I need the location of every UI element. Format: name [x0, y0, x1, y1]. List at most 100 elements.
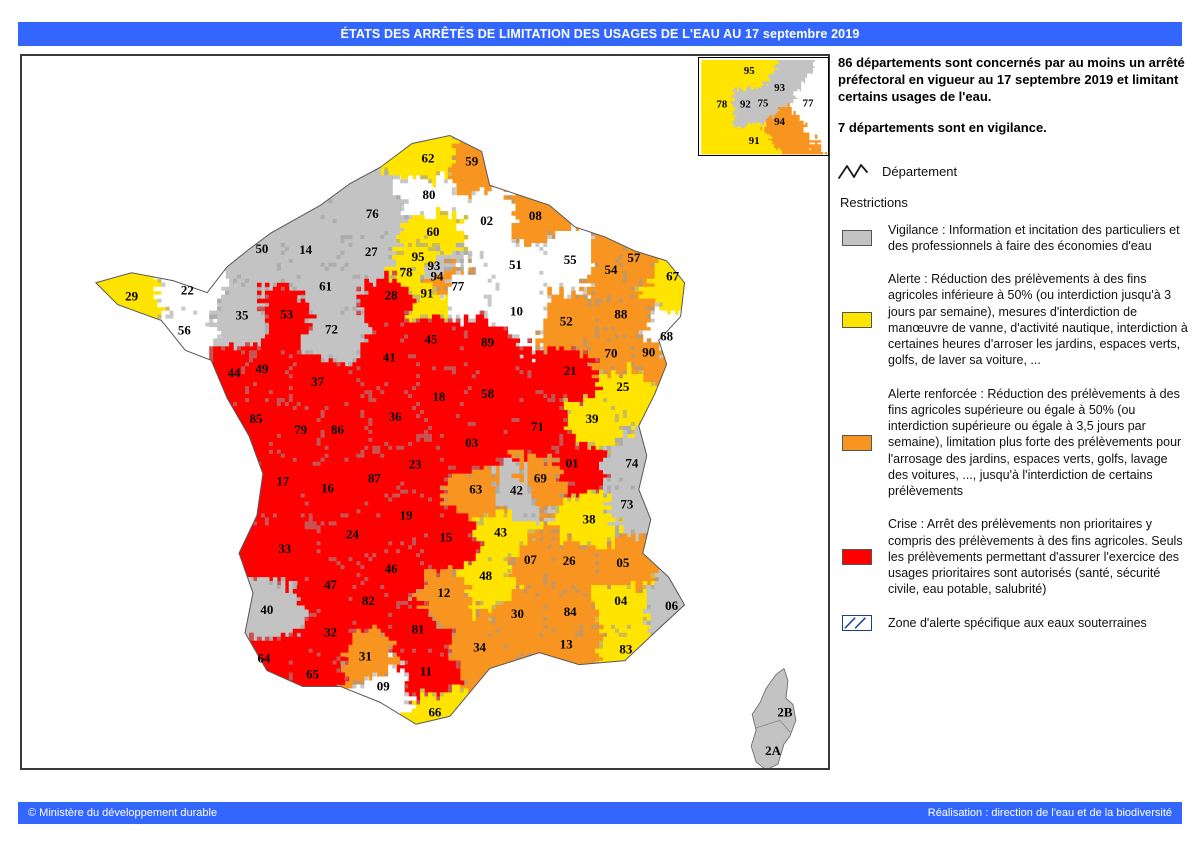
department-label-80: 80 [423, 187, 436, 202]
department-label-52: 52 [560, 313, 573, 328]
department-03[interactable] [435, 413, 513, 479]
department-70[interactable] [583, 330, 640, 379]
department-30[interactable] [475, 589, 548, 662]
department-89[interactable] [455, 310, 532, 379]
department-label-86: 86 [331, 422, 344, 437]
ile-de-france-inset-map[interactable]: 95 93 78 92 75 77 94 91 [699, 58, 828, 155]
department-37[interactable] [288, 350, 365, 415]
department-label-30: 30 [511, 606, 524, 621]
department-91[interactable] [404, 282, 449, 324]
department-10[interactable] [483, 286, 552, 363]
department-78[interactable] [384, 250, 425, 304]
department-67[interactable] [634, 116, 719, 324]
inset-department-93[interactable] [762, 59, 816, 106]
inset-department-label-77: 77 [803, 98, 814, 110]
inset-department-92[interactable] [730, 85, 761, 129]
department-63[interactable] [439, 465, 509, 522]
department-19[interactable] [376, 489, 449, 554]
department-39[interactable] [563, 394, 636, 455]
department-71[interactable] [499, 390, 572, 463]
department-label-85: 85 [249, 411, 262, 426]
intro-paragraph-1: 86 départements sont concernés par au mo… [838, 55, 1185, 105]
inset-department-91[interactable] [711, 122, 783, 155]
department-11[interactable] [396, 644, 465, 705]
inset-department-94[interactable] [760, 103, 828, 155]
department-79[interactable] [268, 402, 326, 467]
inset-department-label-78: 78 [716, 98, 727, 110]
department-label-54: 54 [605, 262, 618, 277]
department-46[interactable] [356, 541, 429, 610]
intro-paragraph-2: 7 départements sont en vigilance. [838, 120, 1047, 136]
department-72[interactable] [300, 306, 373, 367]
corsica-region[interactable] [750, 667, 797, 768]
inset-department-95[interactable] [703, 59, 781, 92]
department-56[interactable] [62, 306, 222, 503]
department-94[interactable] [420, 258, 477, 296]
inset-department-77[interactable] [789, 59, 828, 155]
department-53[interactable] [256, 282, 318, 355]
inset-department-78[interactable] [701, 59, 737, 155]
department-59[interactable] [443, 116, 580, 200]
department-label-12: 12 [437, 585, 450, 600]
department-label-46: 46 [385, 561, 398, 576]
department-label-81: 81 [412, 622, 425, 637]
department-47[interactable] [292, 549, 365, 618]
page-header-bar: ÉTATS DES ARRÊTÉS DE LIMITATION DES USAG… [18, 22, 1182, 46]
inset-department-75[interactable] [752, 87, 788, 127]
legend-swatch-zone-alerte-eaux-souterraines [842, 614, 872, 631]
department-69[interactable] [507, 449, 568, 526]
department-15[interactable] [412, 505, 485, 578]
department-51[interactable] [479, 238, 552, 296]
department-77[interactable] [439, 254, 497, 328]
department-label-41: 41 [383, 349, 396, 364]
department-35[interactable] [209, 274, 270, 351]
department-50[interactable] [125, 116, 298, 292]
department-label-04: 04 [614, 593, 627, 608]
inset-department-label-95: 95 [744, 65, 755, 77]
department-label-88: 88 [614, 307, 627, 322]
department-52[interactable] [535, 286, 604, 359]
footer-copyright: © Ministère du développement durable [28, 807, 218, 819]
department-54[interactable] [579, 195, 644, 304]
department-label-42: 42 [510, 483, 523, 498]
department-label-74: 74 [625, 456, 638, 471]
department-label-37: 37 [311, 374, 324, 389]
legend-entry-text-zone-alerte-eaux-souterraines: Zone d'alerte spécifique aux eaux souter… [888, 615, 1147, 630]
department-02[interactable] [455, 187, 521, 264]
corsica-boundary [755, 719, 791, 733]
inset-department-layer [701, 59, 828, 155]
legend-entry-text-alerte: Alerte : Réduction des prélèvements à de… [888, 272, 1188, 368]
department-label-95: 95 [412, 249, 425, 264]
department-label-25: 25 [616, 379, 629, 394]
hatch-pattern-icon [844, 617, 866, 629]
department-87[interactable] [344, 445, 405, 522]
department-45[interactable] [400, 314, 469, 375]
department-48[interactable] [455, 553, 525, 622]
department-label-87: 87 [368, 471, 381, 486]
department-label-36: 36 [389, 409, 402, 424]
department-label-62: 62 [422, 150, 435, 165]
department-49[interactable] [241, 338, 298, 407]
department-26[interactable] [539, 525, 604, 598]
department-41[interactable] [352, 326, 425, 403]
department-label-55: 55 [564, 252, 577, 267]
inset-department-label-94: 94 [774, 116, 785, 128]
department-04[interactable] [591, 573, 656, 638]
department-label-70: 70 [605, 345, 618, 360]
department-06[interactable] [642, 537, 719, 709]
department-86[interactable] [316, 398, 373, 467]
department-28[interactable] [356, 270, 417, 336]
department-label-2B: 2B [777, 704, 792, 719]
department-43[interactable] [471, 509, 544, 562]
department-label-01: 01 [566, 456, 579, 471]
department-38[interactable] [547, 489, 624, 550]
department-label-17: 17 [276, 474, 289, 489]
department-21[interactable] [527, 346, 604, 407]
department-label-40: 40 [260, 602, 273, 617]
department-label-66: 66 [428, 704, 441, 719]
department-81[interactable] [388, 596, 457, 666]
department-32[interactable] [292, 608, 361, 666]
department-label-44: 44 [228, 365, 241, 380]
